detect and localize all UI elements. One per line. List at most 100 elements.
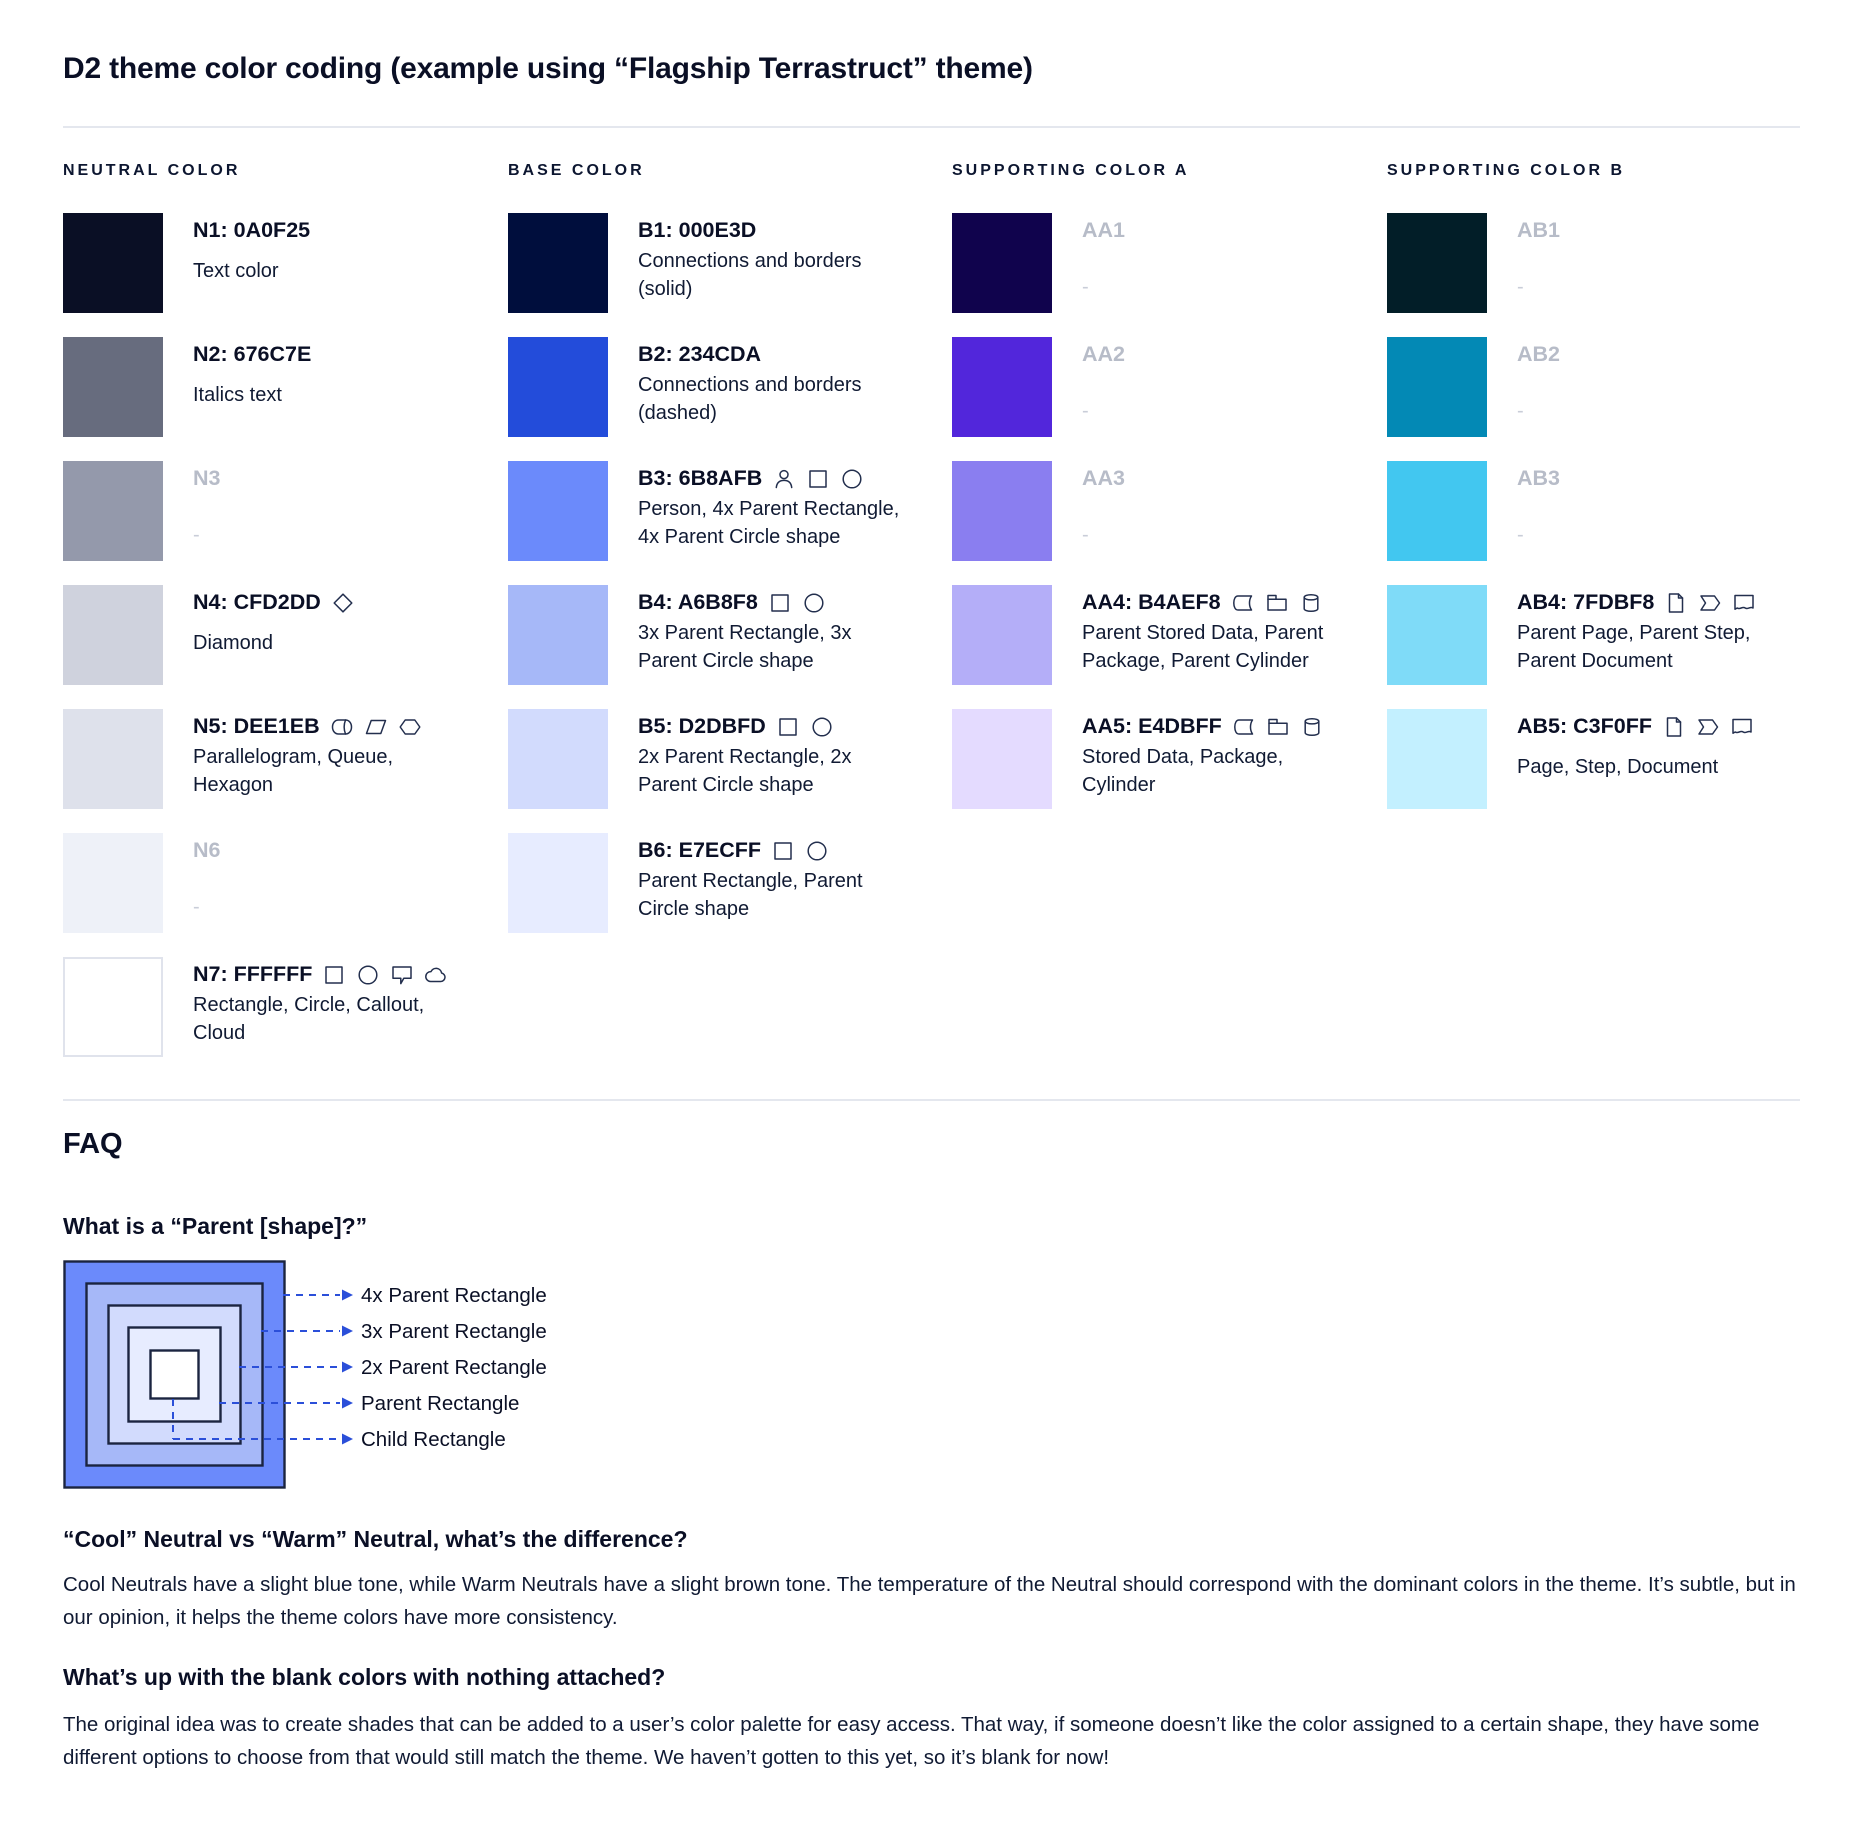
- circle-icon: [805, 839, 829, 863]
- entry-text: AB3 -: [1517, 461, 1789, 561]
- entry-text: AA5: E4DBFF Stored Data, Package, Cylind…: [1082, 709, 1354, 809]
- entry-desc: Italics text: [193, 384, 282, 406]
- entry-title-row: B5: D2DBFD: [638, 714, 910, 739]
- entry-text: AB5: C3F0FF Page, Step, Document: [1517, 709, 1789, 809]
- palette-entry: AA4: B4AEF8 Parent Stored Data, Parent P…: [952, 585, 1387, 685]
- entry-title: N6: [193, 838, 221, 862]
- entry-text: N5: DEE1EB Parallelogram, Queue, Hexagon: [193, 709, 465, 809]
- callout-icon: [390, 963, 414, 987]
- entry-title: B5: D2DBFD: [638, 714, 766, 738]
- entry-title: B4: A6B8F8: [638, 590, 758, 614]
- palette-entry: AB3 -: [1387, 461, 1832, 561]
- entry-text: B3: 6B8AFB Person, 4x Parent Rectangle, …: [638, 461, 910, 561]
- rectangle-icon: [768, 591, 792, 615]
- palette-entry: N4: CFD2DD Diamond: [63, 585, 508, 685]
- entry-title: AA1: [1082, 218, 1126, 242]
- entry-title-row: N3: [193, 466, 465, 491]
- stored-data-icon: [1231, 591, 1255, 615]
- entry-desc: -: [193, 896, 200, 918]
- queue-icon: [330, 715, 354, 739]
- entry-desc: Text color: [193, 260, 279, 282]
- entry-title-row: N7: FFFFFF: [193, 962, 465, 987]
- circle-icon: [802, 591, 826, 615]
- page-icon: [1662, 715, 1686, 739]
- entry-text: B6: E7ECFF Parent Rectangle, Parent Circ…: [638, 833, 910, 933]
- palette-entry: B2: 234CDA Connections and borders (dash…: [508, 337, 952, 437]
- entry-title: N2: 676C7E: [193, 342, 312, 366]
- palette-entry: B1: 000E3D Connections and borders (soli…: [508, 213, 952, 313]
- color-swatch: [1387, 337, 1487, 437]
- color-swatch: [952, 337, 1052, 437]
- entry-title-row: AA4: B4AEF8: [1082, 590, 1354, 615]
- palette-entry: N2: 676C7E Italics text: [63, 337, 508, 437]
- entry-desc: Stored Data, Package, Cylinder: [1082, 746, 1284, 796]
- stored-data-icon: [1232, 715, 1256, 739]
- entry-title-row: B3: 6B8AFB: [638, 466, 910, 491]
- faq-answer-blank-colors: The original idea was to create shades t…: [63, 1713, 1760, 1769]
- color-swatch: [952, 709, 1052, 809]
- palette-column: SUPPORTING COLOR B AB1 - AB2 - AB3 -: [1387, 162, 1832, 1081]
- cylinder-icon: [1299, 591, 1323, 615]
- entry-title: N3: [193, 466, 221, 490]
- entry-desc: Rectangle, Circle, Callout, Cloud: [193, 994, 425, 1044]
- entry-text: AA3 -: [1082, 461, 1354, 561]
- faq-question-parent-shape: What is a “Parent [shape]?”: [63, 1213, 368, 1239]
- entry-title-row: AB2: [1517, 342, 1789, 367]
- color-swatch: [1387, 461, 1487, 561]
- palette-columns: NEUTRAL COLOR N1: 0A0F25 Text color N2: …: [63, 162, 1832, 1081]
- color-swatch: [63, 213, 163, 313]
- color-swatch: [1387, 585, 1487, 685]
- color-swatch: [508, 337, 608, 437]
- entry-desc: -: [1082, 524, 1089, 546]
- column-header: NEUTRAL COLOR: [63, 162, 241, 179]
- palette-entry: B5: D2DBFD 2x Parent Rectangle, 2x Paren…: [508, 709, 952, 809]
- palette-entry: AB5: C3F0FF Page, Step, Document: [1387, 709, 1832, 809]
- entry-desc: 2x Parent Rectangle, 2x Parent Circle sh…: [638, 746, 852, 796]
- entry-title-row: B6: E7ECFF: [638, 838, 910, 863]
- entry-desc: Connections and borders (dashed): [638, 374, 862, 424]
- entry-title-row: B1: 000E3D: [638, 218, 910, 243]
- color-swatch: [952, 461, 1052, 561]
- package-icon: [1266, 715, 1290, 739]
- entry-text: AA4: B4AEF8 Parent Stored Data, Parent P…: [1082, 585, 1354, 685]
- divider: [63, 126, 1800, 128]
- palette-entry: AA2 -: [952, 337, 1387, 437]
- color-swatch: [508, 585, 608, 685]
- page-icon: [1664, 591, 1688, 615]
- entry-text: AA2 -: [1082, 337, 1354, 437]
- color-swatch: [63, 833, 163, 933]
- entry-title-row: N6: [193, 838, 465, 863]
- entry-desc: -: [1082, 400, 1089, 422]
- entry-desc: -: [1517, 400, 1524, 422]
- entry-text: AA1 -: [1082, 213, 1354, 313]
- rectangle-icon: [322, 963, 346, 987]
- arrowhead-icon: [342, 1361, 353, 1373]
- entry-title-row: AB3: [1517, 466, 1789, 491]
- entry-desc: Page, Step, Document: [1517, 756, 1719, 778]
- color-swatch: [508, 709, 608, 809]
- parallelogram-icon: [364, 715, 388, 739]
- column-header: SUPPORTING COLOR B: [1387, 162, 1626, 179]
- entry-title-row: AB5: C3F0FF: [1517, 714, 1789, 739]
- entry-title-row: N1: 0A0F25: [193, 218, 465, 243]
- diagram-label: Child Rectangle: [361, 1428, 506, 1451]
- rectangle-icon: [771, 839, 795, 863]
- palette-entry: AA1 -: [952, 213, 1387, 313]
- entry-title-row: AA2: [1082, 342, 1354, 367]
- faq-section: FAQ What is a “Parent [shape]?” 4x Paren…: [63, 1128, 1813, 1832]
- arrowhead-icon: [342, 1433, 353, 1445]
- diagram-canvas: 4x Parent Rectangle 3x Parent Rectangle 2x…: [63, 1260, 547, 1489]
- entry-title: AB3: [1517, 466, 1561, 490]
- entry-title: B2: 234CDA: [638, 342, 762, 366]
- palette-entry: N3 -: [63, 461, 508, 561]
- cloud-icon: [424, 963, 448, 987]
- entry-title: B3: 6B8AFB: [638, 466, 763, 490]
- entry-title: N4: CFD2DD: [193, 590, 321, 614]
- entry-text: N2: 676C7E Italics text: [193, 337, 465, 437]
- entry-text: N3 -: [193, 461, 465, 561]
- page-title: D2 theme color coding (example using “Fl…: [63, 52, 1033, 85]
- palette-entry: AB1 -: [1387, 213, 1832, 313]
- color-swatch: [63, 585, 163, 685]
- palette-column: SUPPORTING COLOR A AA1 - AA2 - AA3 -: [952, 162, 1387, 1081]
